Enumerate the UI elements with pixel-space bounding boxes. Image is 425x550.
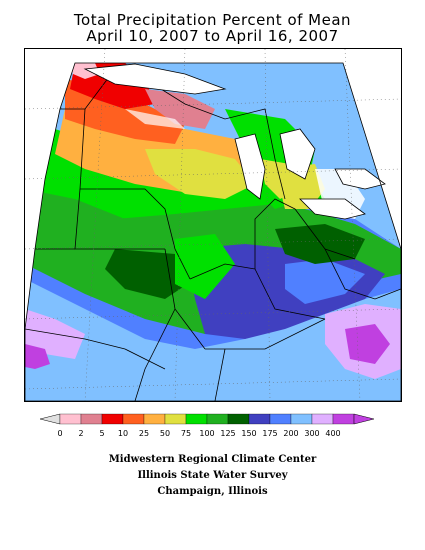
legend-tick-label: 150	[241, 429, 256, 438]
legend-tick-label: 75	[181, 429, 191, 438]
legend-low-arrow	[40, 414, 60, 424]
legend-tick-label: 2	[78, 429, 83, 438]
legend-swatch	[60, 414, 81, 424]
legend-swatch	[81, 414, 102, 424]
legend-bar: 0 2 5 10 25 50 75 100 125 150 175 200 300 400	[40, 412, 374, 440]
color-legend: 0 2 5 10 25 50 75 100 125 150 175 200 300 400	[40, 412, 374, 440]
credit-survey: Illinois State Water Survey	[0, 470, 425, 481]
legend-tick-label: 125	[220, 429, 235, 438]
legend-swatch	[270, 414, 291, 424]
credit-organization: Midwestern Regional Climate Center	[0, 454, 425, 465]
map-date-range: April 10, 2007 to April 16, 2007	[0, 28, 425, 44]
legend-swatch	[144, 414, 165, 424]
precipitation-map	[24, 48, 402, 402]
legend-tick-label: 400	[325, 429, 340, 438]
legend-swatch	[249, 414, 270, 424]
legend-tick-label: 10	[118, 429, 128, 438]
map-title: Total Precipitation Percent of Mean	[0, 12, 425, 28]
legend-swatch	[333, 414, 354, 424]
legend-tick-label: 175	[262, 429, 277, 438]
credit-location: Champaign, Illinois	[0, 486, 425, 497]
legend-high-arrow	[354, 414, 374, 424]
legend-swatch	[312, 414, 333, 424]
legend-tick-label: 5	[99, 429, 104, 438]
precip-field	[25, 49, 401, 401]
legend-tick-label: 100	[199, 429, 214, 438]
legend-swatch	[165, 414, 186, 424]
legend-tick-label: 50	[160, 429, 170, 438]
legend-tick-label: 300	[304, 429, 319, 438]
legend-tick-label: 0	[57, 429, 62, 438]
legend-swatch	[123, 414, 144, 424]
legend-tick-label: 200	[283, 429, 298, 438]
legend-swatch	[207, 414, 228, 424]
legend-tick-label: 25	[139, 429, 149, 438]
legend-swatch	[228, 414, 249, 424]
legend-swatch	[186, 414, 207, 424]
legend-swatch	[291, 414, 312, 424]
legend-swatch	[102, 414, 123, 424]
